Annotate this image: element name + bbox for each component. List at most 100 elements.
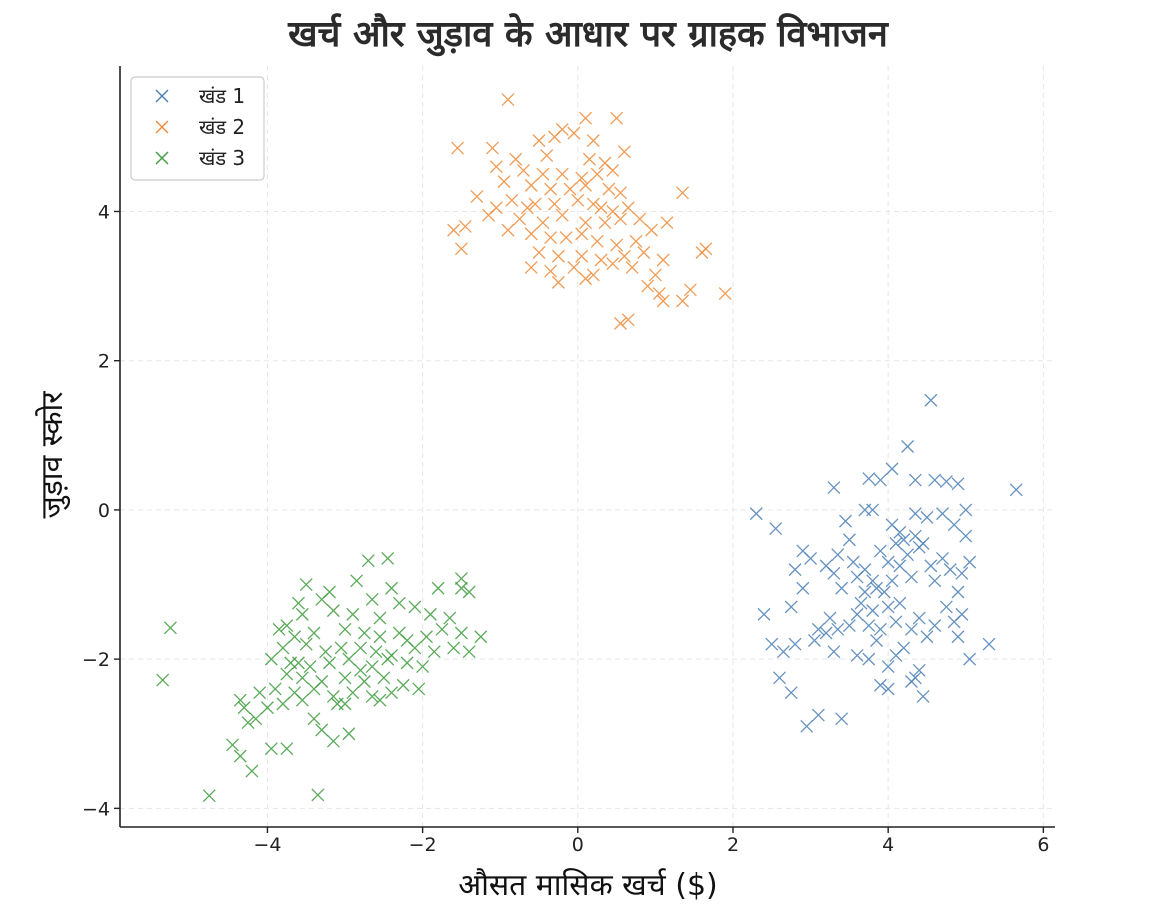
data-point — [579, 216, 593, 230]
data-point — [606, 163, 620, 177]
data-point — [936, 507, 949, 521]
axes — [119, 66, 1055, 828]
data-point — [350, 574, 364, 588]
data-point — [524, 178, 538, 192]
data-point — [936, 551, 949, 565]
data-point — [718, 287, 732, 301]
data-point — [354, 663, 367, 677]
data-point — [373, 630, 387, 644]
data-point — [563, 182, 577, 196]
data-point — [908, 473, 922, 487]
data-point — [489, 201, 503, 215]
data-point — [423, 607, 437, 621]
data-point — [757, 607, 771, 621]
data-point — [963, 555, 977, 569]
data-point — [629, 234, 643, 248]
data-point — [959, 529, 973, 543]
data-point — [303, 660, 317, 674]
data-point — [420, 630, 433, 644]
data-point — [292, 596, 305, 610]
data-point — [226, 738, 239, 752]
data-point — [648, 268, 662, 282]
data-point — [773, 671, 787, 685]
data-point — [947, 518, 961, 532]
data-point — [811, 622, 825, 636]
data-point — [245, 764, 259, 778]
data-point — [412, 682, 426, 696]
data-point — [571, 193, 585, 207]
x-tick-label: −2 — [409, 834, 437, 856]
data-point — [637, 246, 651, 259]
data-point — [699, 242, 713, 256]
data-point — [326, 689, 340, 703]
data-point — [489, 160, 503, 174]
data-point — [416, 660, 430, 674]
data-point — [319, 645, 333, 659]
data-point — [408, 600, 422, 614]
data-point — [373, 611, 387, 625]
data-point — [676, 294, 690, 308]
x-tick-label: 0 — [572, 834, 584, 856]
data-point — [842, 619, 856, 633]
data-point — [885, 574, 899, 588]
data-point — [862, 472, 876, 486]
data-point — [943, 563, 957, 577]
data-point — [610, 111, 624, 125]
data-point — [323, 656, 336, 670]
data-point — [924, 559, 938, 573]
data-point — [299, 637, 313, 651]
data-points — [156, 93, 1023, 803]
data-point — [951, 477, 965, 491]
data-point — [614, 186, 627, 200]
data-point — [307, 682, 321, 696]
data-point — [955, 566, 969, 580]
data-point — [485, 141, 499, 155]
data-point — [586, 268, 600, 282]
data-point — [361, 554, 375, 568]
data-point — [346, 607, 360, 621]
data-point — [881, 660, 895, 674]
data-point — [858, 585, 872, 599]
data-point — [617, 249, 631, 263]
x-tick-label: 4 — [882, 834, 894, 856]
data-point — [264, 652, 278, 666]
data-point — [435, 622, 449, 636]
data-point — [870, 634, 883, 647]
data-point — [377, 671, 391, 685]
data-point — [427, 645, 441, 659]
data-point — [567, 260, 581, 274]
data-point — [326, 734, 340, 748]
data-point — [877, 585, 891, 599]
data-point — [827, 566, 841, 580]
data-point — [579, 111, 593, 125]
data-point — [873, 473, 887, 487]
data-point — [470, 190, 484, 204]
data-point — [908, 507, 922, 521]
data-point — [163, 621, 177, 635]
data-point — [501, 223, 515, 237]
legend-box — [130, 76, 265, 181]
x-tick-label: 2 — [727, 834, 739, 856]
data-point — [548, 197, 561, 211]
data-point — [373, 693, 387, 707]
data-point — [579, 178, 593, 192]
data-point — [1009, 483, 1023, 497]
y-tick-label: 0 — [98, 500, 110, 522]
data-point — [769, 522, 783, 536]
data-point — [842, 533, 856, 547]
data-point — [307, 712, 321, 726]
data-point — [839, 514, 852, 528]
data-point — [357, 626, 371, 640]
data-point — [241, 716, 255, 730]
data-point — [916, 689, 930, 703]
data-point — [551, 249, 565, 263]
x-axis-label: औसत मासिक खर्च ($) — [458, 868, 718, 903]
data-point — [381, 551, 395, 565]
data-point — [365, 660, 379, 674]
data-point — [513, 212, 527, 226]
data-point — [617, 145, 631, 159]
data-point — [881, 555, 895, 569]
data-point — [788, 637, 802, 651]
data-point — [850, 607, 864, 621]
y-tick-label: −4 — [82, 798, 110, 820]
